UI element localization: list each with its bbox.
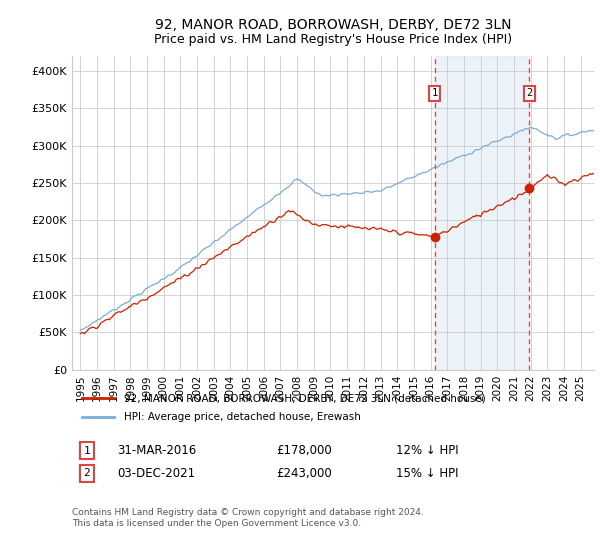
Text: 1: 1 bbox=[431, 88, 438, 99]
Text: 92, MANOR ROAD, BORROWASH, DERBY, DE72 3LN: 92, MANOR ROAD, BORROWASH, DERBY, DE72 3… bbox=[155, 18, 511, 32]
Text: 1: 1 bbox=[83, 446, 91, 456]
Text: 2: 2 bbox=[83, 468, 91, 478]
Text: £243,000: £243,000 bbox=[276, 466, 332, 480]
Text: Contains HM Land Registry data © Crown copyright and database right 2024.
This d: Contains HM Land Registry data © Crown c… bbox=[72, 508, 424, 528]
Text: HPI: Average price, detached house, Erewash: HPI: Average price, detached house, Erew… bbox=[124, 412, 361, 422]
Text: 92, MANOR ROAD, BORROWASH, DERBY, DE72 3LN (detached house): 92, MANOR ROAD, BORROWASH, DERBY, DE72 3… bbox=[124, 393, 486, 403]
Text: 2: 2 bbox=[526, 88, 532, 99]
Text: 31-MAR-2016: 31-MAR-2016 bbox=[117, 444, 196, 458]
Text: 15% ↓ HPI: 15% ↓ HPI bbox=[396, 466, 458, 480]
Text: 12% ↓ HPI: 12% ↓ HPI bbox=[396, 444, 458, 458]
Text: 03-DEC-2021: 03-DEC-2021 bbox=[117, 466, 195, 480]
Text: Price paid vs. HM Land Registry's House Price Index (HPI): Price paid vs. HM Land Registry's House … bbox=[154, 32, 512, 46]
Text: £178,000: £178,000 bbox=[276, 444, 332, 458]
